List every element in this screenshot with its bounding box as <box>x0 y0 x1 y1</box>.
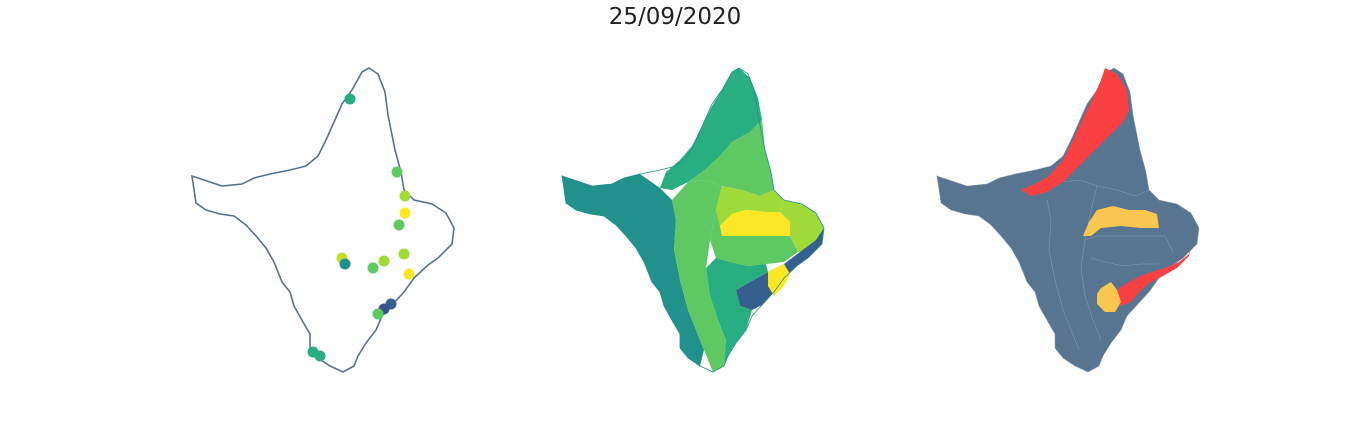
region-outline <box>191 67 455 373</box>
scatter-point <box>399 190 411 202</box>
region-border-outline <box>561 67 825 373</box>
scatter-point <box>391 166 403 178</box>
scatter-point <box>339 258 351 270</box>
scatter-point <box>403 268 415 280</box>
points-map-panel <box>191 67 455 373</box>
region-west <box>562 174 704 366</box>
region-central-west <box>672 180 726 372</box>
scatter-point <box>398 248 410 260</box>
risk-region-base <box>936 67 1200 373</box>
region-east <box>780 200 824 252</box>
region-south <box>706 258 768 366</box>
region-central-lake <box>720 210 790 236</box>
scatter-point <box>372 308 384 320</box>
scatter-point <box>344 93 356 105</box>
scatter-point <box>367 262 379 274</box>
scatter-point <box>393 219 405 231</box>
scatter-point <box>314 350 326 362</box>
chart-title: 25/09/2020 <box>608 4 742 30</box>
risk-map-panel <box>936 67 1200 373</box>
region-north <box>660 68 762 190</box>
scatter-point <box>378 255 390 267</box>
risk-region-north <box>1021 68 1129 196</box>
region-northeast <box>688 120 774 196</box>
risk-region-borders <box>1046 179 1174 351</box>
risk-region-south <box>1097 282 1121 312</box>
risk-region-central-lake <box>1083 206 1159 236</box>
regions-map-panel <box>561 67 825 373</box>
risk-region-southeast <box>1115 240 1193 306</box>
scatter-point <box>399 207 411 219</box>
region-central <box>710 210 798 266</box>
region-southeast-coast <box>768 264 790 296</box>
region-central-north <box>716 186 784 226</box>
scatter-points <box>307 93 415 362</box>
